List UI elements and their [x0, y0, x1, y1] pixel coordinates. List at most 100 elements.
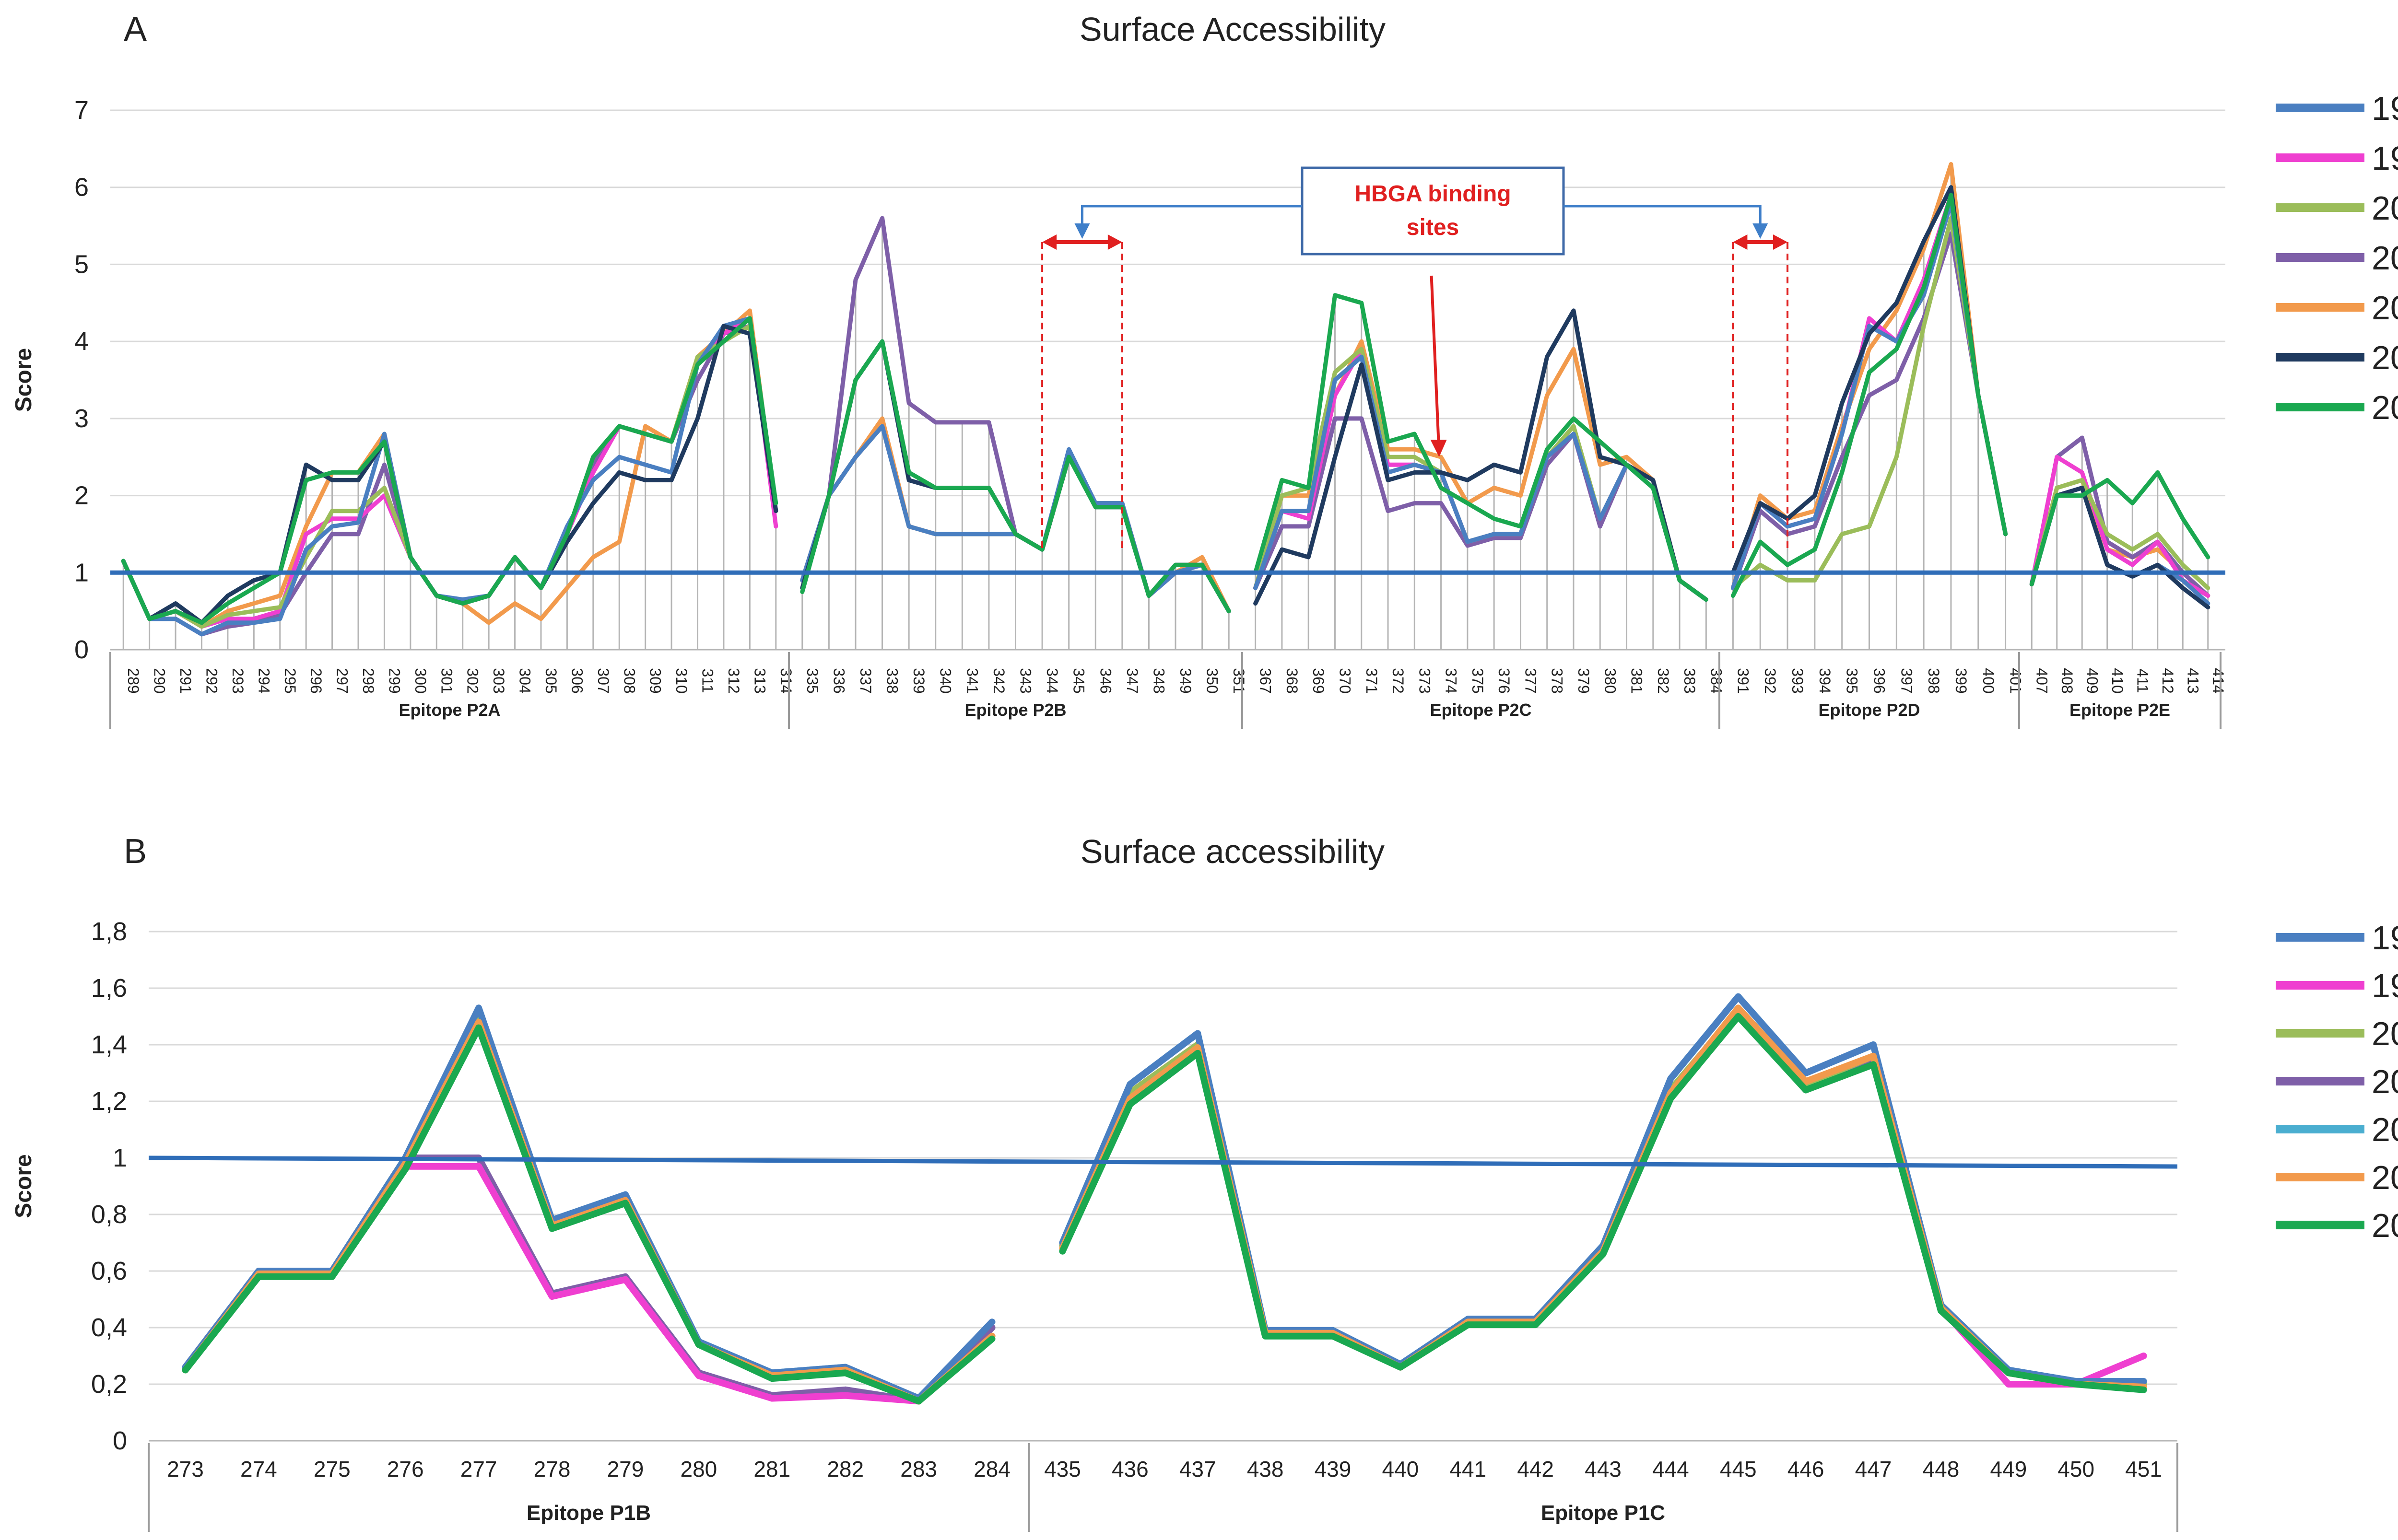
legend-label: 2009 — [2372, 1159, 2398, 1196]
y-tick-label: 0,8 — [91, 1200, 127, 1229]
x-tick-label: 370 — [1336, 668, 1353, 693]
series-line-2009-epitope-p2a — [121, 324, 778, 625]
annotation-connector — [1081, 205, 1302, 225]
legend-label: 1987 — [2372, 90, 2398, 127]
x-tick-label: 294 — [255, 668, 272, 693]
x-tick-label: 382 — [1655, 668, 1672, 693]
annotation-arrow — [1430, 275, 1440, 443]
x-tick-label: 369 — [1310, 668, 1327, 693]
x-tick-label: 413 — [2184, 668, 2201, 693]
series-line-2012-epitope-p1b — [182, 1024, 996, 1405]
legend-label: 2012 — [2372, 1207, 2398, 1244]
group-label: Epitope P2D — [1818, 700, 1920, 720]
x-tick-label: 436 — [1112, 1457, 1149, 1482]
x-tick-label: 440 — [1382, 1457, 1419, 1482]
x-tick-label: 368 — [1283, 668, 1301, 693]
x-tick-label: 378 — [1549, 668, 1566, 693]
legend-label: 2004 — [2372, 1063, 2398, 1100]
arrow-head-icon — [1752, 223, 1768, 239]
x-tick-label: 342 — [990, 668, 1008, 693]
x-tick-label: 312 — [725, 668, 742, 693]
x-tick-label: 435 — [1044, 1457, 1081, 1482]
x-tick-label: 314 — [777, 668, 795, 693]
x-tick-label: 446 — [1787, 1457, 1824, 1482]
x-tick-label: 301 — [438, 668, 455, 693]
y-tick-label: 0,6 — [91, 1257, 127, 1285]
x-tick-label: 442 — [1517, 1457, 1554, 1482]
x-tick-label: 400 — [1980, 668, 1997, 693]
x-tick-label: 408 — [2058, 668, 2076, 693]
hbga-annotation: HBGA binding sites — [1041, 166, 1789, 550]
x-tick-label: 307 — [595, 668, 612, 693]
series-line-1987-epitope-p2a — [121, 316, 778, 637]
x-tick-label: 311 — [699, 668, 717, 693]
y-tick-label: 0,4 — [91, 1313, 127, 1342]
x-tick-label: 349 — [1177, 668, 1194, 693]
x-tick-label: 279 — [607, 1457, 644, 1482]
annotation-connector — [1563, 205, 1762, 225]
x-tick-label: 391 — [1734, 668, 1751, 693]
x-tick-label: 384 — [1707, 668, 1725, 693]
x-tick-label: 379 — [1575, 668, 1592, 693]
x-tick-label: 411 — [2134, 668, 2151, 693]
x-tick-label: 292 — [203, 668, 220, 693]
x-tick-label: 371 — [1363, 668, 1380, 693]
x-tick-label: 300 — [412, 668, 429, 693]
legend-label: 2002 — [2372, 1015, 2398, 1052]
group-label: Epitope P1B — [527, 1501, 651, 1525]
series-line-2002-epitope-p2e — [2029, 478, 2210, 590]
annotation-text-line: sites — [1407, 215, 1459, 240]
arrow-head-icon — [1107, 234, 1122, 250]
arrow-head-icon — [1773, 234, 1788, 250]
x-tick-label: 306 — [568, 668, 586, 693]
y-axis-label: Score — [11, 1154, 36, 1218]
y-tick-label: 6 — [74, 173, 89, 202]
x-tick-label: 372 — [1389, 668, 1407, 693]
x-tick-label: 308 — [621, 668, 638, 693]
y-tick-label: 2 — [74, 481, 89, 510]
legend-label: 1987 — [2372, 919, 2398, 957]
threshold-line — [148, 1155, 2178, 1169]
series-line-1995-epitope-p2a — [121, 316, 778, 629]
x-tick-label: 439 — [1315, 1457, 1352, 1482]
y-tick-label: 7 — [74, 96, 89, 125]
group-label: Epitope P2C — [1430, 700, 1531, 720]
annotation-box — [1301, 166, 1565, 256]
series-line-1987-epitope-p1b — [182, 1004, 996, 1402]
arrow-head-icon — [1430, 440, 1447, 457]
x-tick-label: 396 — [1871, 668, 1888, 693]
x-tick-label: 310 — [673, 668, 690, 693]
x-tick-label: 338 — [884, 668, 901, 693]
legend-label: 1995 — [2372, 967, 2398, 1004]
group-label: Epitope P2B — [964, 700, 1066, 720]
series-line-1987-epitope-p1c — [1059, 993, 2147, 1385]
y-tick-label: 1,2 — [91, 1087, 127, 1116]
series-line-2012-epitope-p2d — [1730, 193, 2008, 598]
x-tick-label: 407 — [2033, 668, 2050, 693]
series-line-2012-epitope-p2c — [1253, 293, 1708, 602]
series-line-2012-epitope-p2e — [2029, 470, 2210, 586]
x-tick-label: 451 — [2125, 1457, 2162, 1482]
x-tick-label: 337 — [857, 668, 874, 693]
x-tick-label: 339 — [910, 668, 928, 693]
x-tick-label: 304 — [517, 668, 534, 693]
x-tick-label: 448 — [1923, 1457, 1960, 1482]
y-tick-label: 0,2 — [91, 1370, 127, 1399]
x-tick-label: 341 — [964, 668, 981, 693]
x-tick-label: 305 — [542, 668, 560, 693]
x-tick-label: 313 — [751, 668, 768, 693]
x-tick-label: 376 — [1495, 668, 1513, 693]
x-tick-label: 441 — [1449, 1457, 1486, 1482]
series-line-2012-epitope-p1c — [1059, 1013, 2147, 1393]
x-tick-label: 291 — [177, 668, 194, 693]
x-tick-label: 295 — [282, 668, 299, 693]
x-tick-label: 409 — [2083, 668, 2101, 693]
x-tick-label: 278 — [534, 1457, 571, 1482]
x-tick-label: 296 — [307, 668, 325, 693]
arrow-head-icon — [1733, 234, 1748, 250]
y-tick-label: 1,4 — [91, 1030, 127, 1059]
x-tick-label: 414 — [2210, 668, 2227, 693]
x-tick-label: 395 — [1844, 668, 1861, 693]
series-line-2012-epitope-p2b — [800, 339, 1231, 614]
x-tick-label: 401 — [2007, 668, 2024, 693]
